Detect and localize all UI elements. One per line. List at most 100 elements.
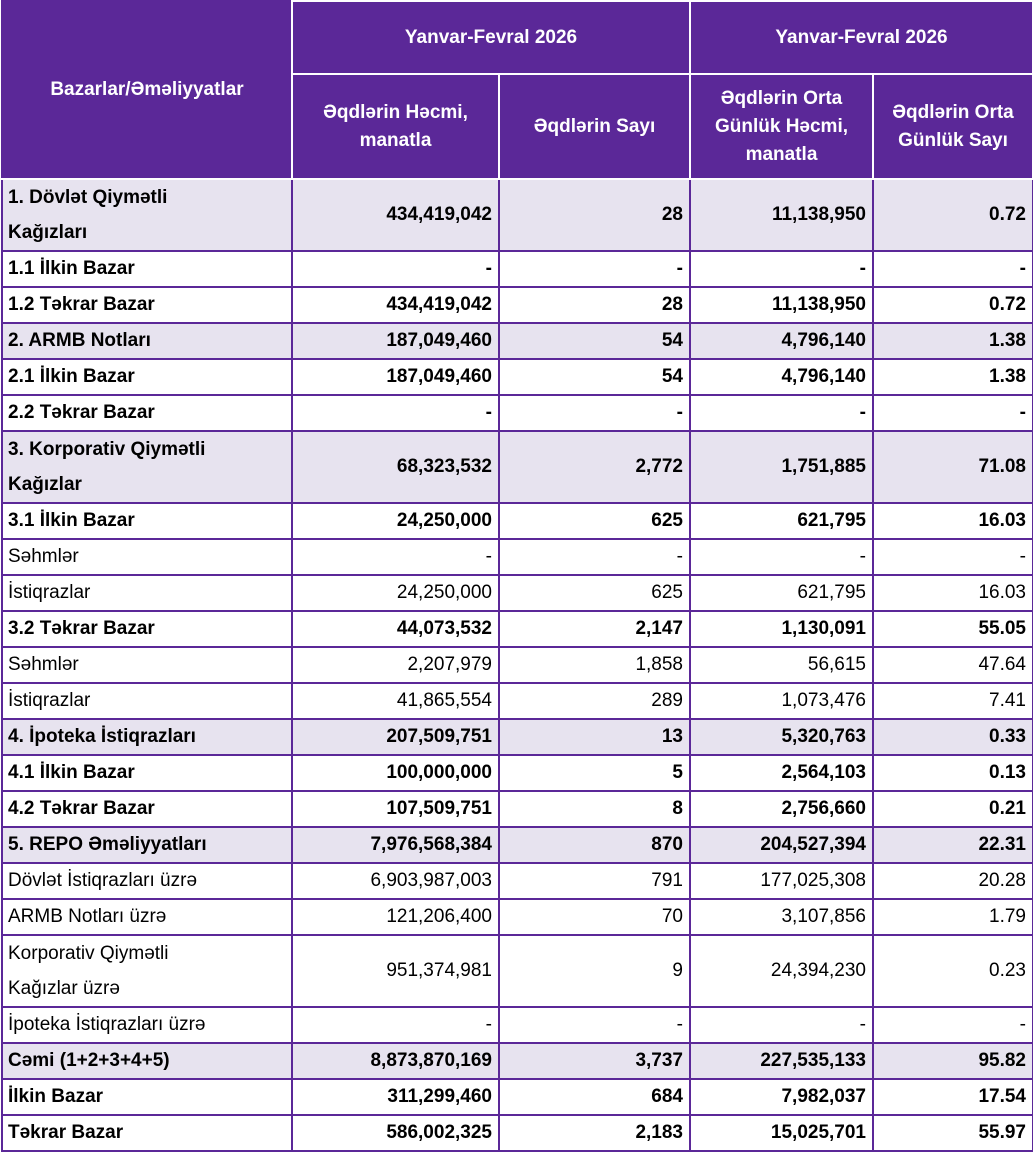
cell-value: 11,138,950 [689, 286, 874, 324]
cell-value: 24,250,000 [291, 574, 500, 612]
cell-value: 22.31 [872, 826, 1033, 864]
row-label: 2.1 İlkin Bazar [1, 358, 293, 396]
cell-value: 9 [498, 934, 691, 1008]
header-row: Bazarlar/Əməliyyatlar Yanvar-Fevral 2026… [1, 0, 1033, 180]
cell-value: 95.82 [872, 1042, 1033, 1080]
column-header: Əqdlərin Sayı [498, 73, 691, 180]
cell-value: 4,796,140 [689, 322, 874, 360]
row-label: 2. ARMB Notları [1, 322, 293, 360]
cell-value: - [291, 250, 500, 288]
cell-value: 24,394,230 [689, 934, 874, 1008]
cell-value: 100,000,000 [291, 754, 500, 792]
row-label: Dövlət İstiqrazları üzrə [1, 862, 293, 900]
table-row: İstiqrazlar 24,250,000 625 621,795 16.03 [1, 574, 1033, 612]
cell-value: 227,535,133 [689, 1042, 874, 1080]
cell-value: 47.64 [872, 646, 1033, 684]
cell-value: 289 [498, 682, 691, 720]
cell-value: 434,419,042 [291, 286, 500, 324]
cell-value: 20.28 [872, 862, 1033, 900]
table-row: 2. ARMB Notları 187,049,460 54 4,796,140 1.3… [1, 322, 1033, 360]
cell-value: 16.03 [872, 574, 1033, 612]
cell-value: 54 [498, 358, 691, 396]
cell-value: - [291, 394, 500, 432]
row-label: ARMB Notları üzrə [1, 898, 293, 936]
row-label-text: 3. Korporativ Qiymətli Kağızlar [8, 439, 206, 495]
table-row: 2.1 İlkin Bazar 187,049,460 54 4,796,140 1.3… [1, 358, 1033, 396]
table-row: 2.2 Təkrar Bazar - - - - [1, 394, 1033, 432]
cell-value: - [291, 1006, 500, 1044]
table-header: Bazarlar/Əməliyyatlar Yanvar-Fevral 2026… [1, 0, 1033, 180]
cell-value: - [689, 250, 874, 288]
cell-value: 4,796,140 [689, 358, 874, 396]
table-row: 3.1 İlkin Bazar 24,250,000 625 621,795 16.03 [1, 502, 1033, 540]
cell-value: - [498, 394, 691, 432]
cell-value: 0.21 [872, 790, 1033, 828]
cell-value: 13 [498, 718, 691, 756]
cell-value: 11,138,950 [689, 178, 874, 252]
row-label: 4. İpoteka İstiqrazları [1, 718, 293, 756]
cell-value: 951,374,981 [291, 934, 500, 1008]
row-label: Korporativ Qiymətli Kağızlar üzrə [1, 934, 293, 1008]
cell-value: - [689, 1006, 874, 1044]
cell-value: 1.38 [872, 358, 1033, 396]
row-label: 4.2 Təkrar Bazar [1, 790, 293, 828]
cell-value: 121,206,400 [291, 898, 500, 936]
table-row: Təkrar Bazar 586,002,325 2,183 15,025,701 55… [1, 1114, 1033, 1152]
table-row: 1.2 Təkrar Bazar 434,419,042 28 11,138,950 0… [1, 286, 1033, 324]
cell-value: 5,320,763 [689, 718, 874, 756]
cell-value: 621,795 [689, 574, 874, 612]
table-row: 1.1 İlkin Bazar - - - - [1, 250, 1033, 288]
cell-value: 177,025,308 [689, 862, 874, 900]
cell-value: 6,903,987,003 [291, 862, 500, 900]
row-label: 1.2 Təkrar Bazar [1, 286, 293, 324]
cell-value: 7.41 [872, 682, 1033, 720]
table-row: Dövlət İstiqrazları üzrə 6,903,987,003 791… [1, 862, 1033, 900]
cell-value: - [689, 394, 874, 432]
cell-value: - [498, 538, 691, 576]
table-body: 1. Dövlət Qiymətli Kağızları 434,419,042 2… [1, 178, 1033, 1152]
cell-value: 791 [498, 862, 691, 900]
cell-value: 0.23 [872, 934, 1033, 1008]
table-row: 4.1 İlkin Bazar 100,000,000 5 2,564,103 0.13 [1, 754, 1033, 792]
cell-value: 187,049,460 [291, 358, 500, 396]
group-header: Yanvar-Fevral 2026 [291, 0, 691, 75]
row-label: İstiqrazlar [1, 574, 293, 612]
cell-value: 0.13 [872, 754, 1033, 792]
row-label: Cəmi (1+2+3+4+5) [1, 1042, 293, 1080]
cell-value: 0.72 [872, 178, 1033, 252]
cell-value: 586,002,325 [291, 1114, 500, 1152]
cell-value: 1,073,476 [689, 682, 874, 720]
cell-value: - [872, 394, 1033, 432]
row-label: Səhmlər [1, 646, 293, 684]
column-header: Əqdlərin Həcmi, manatla [291, 73, 500, 180]
cell-value: 7,982,037 [689, 1078, 874, 1116]
cell-value: - [498, 1006, 691, 1044]
cell-value: 107,509,751 [291, 790, 500, 828]
cell-value: 187,049,460 [291, 322, 500, 360]
table-row: 3.2 Təkrar Bazar 44,073,532 2,147 1,130,091… [1, 610, 1033, 648]
cell-value: 2,756,660 [689, 790, 874, 828]
cell-value: 16.03 [872, 502, 1033, 540]
table-row: ARMB Notları üzrə 121,206,400 70 3,107,856 1… [1, 898, 1033, 936]
row-label: Səhmlər [1, 538, 293, 576]
column-header: Əqdlərin Orta Günlük Sayı [872, 73, 1033, 180]
table-row: Səhmlər 2,207,979 1,858 56,615 47.64 [1, 646, 1033, 684]
row-label: 1. Dövlət Qiymətli Kağızları [1, 178, 293, 252]
cell-value: 24,250,000 [291, 502, 500, 540]
row-label: 5. REPO Əməliyyatları [1, 826, 293, 864]
cell-value: 56,615 [689, 646, 874, 684]
cell-value: 55.05 [872, 610, 1033, 648]
cell-value: 2,564,103 [689, 754, 874, 792]
cell-value: 434,419,042 [291, 178, 500, 252]
cell-value: 15,025,701 [689, 1114, 874, 1152]
cell-value: 2,147 [498, 610, 691, 648]
table-row: İstiqrazlar 41,865,554 289 1,073,476 7.41 [1, 682, 1033, 720]
cell-value: 311,299,460 [291, 1078, 500, 1116]
cell-value: 207,509,751 [291, 718, 500, 756]
cell-value: 71.08 [872, 430, 1033, 504]
row-label-text: 1. Dövlət Qiymətli Kağızları [8, 187, 168, 243]
table-row: 3. Korporativ Qiymətli Kağızlar 68,323,53… [1, 430, 1033, 504]
row-label: Təkrar Bazar [1, 1114, 293, 1152]
row-label: İstiqrazlar [1, 682, 293, 720]
